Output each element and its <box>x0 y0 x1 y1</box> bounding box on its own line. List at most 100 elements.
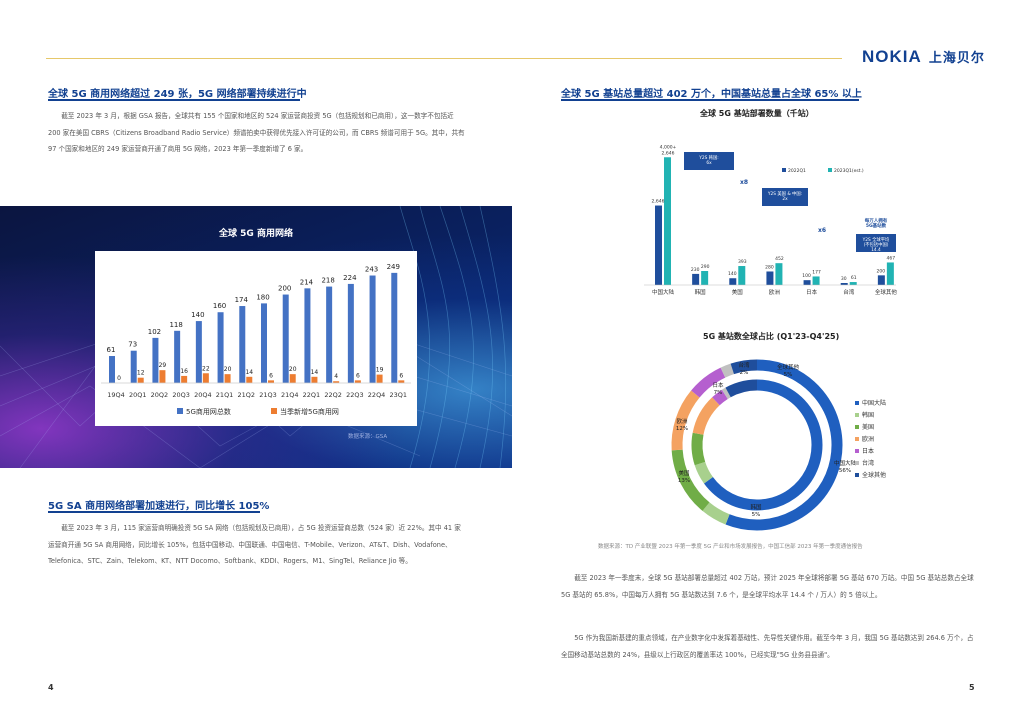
data-label-total: 243 <box>365 266 378 274</box>
section-title-underline <box>561 99 859 101</box>
data-label-new: 4 <box>334 373 338 380</box>
legend-swatch <box>855 401 859 405</box>
donut-slice-inner <box>694 461 714 484</box>
commercial-networks-bar-chart: 61 0 19Q4 73 12 20Q1 102 29 20Q2 118 16 20Q3 140 22 20… <box>101 263 411 416</box>
donut-slice-outer <box>691 367 726 398</box>
bar-2022q1 <box>692 273 700 285</box>
donut-slice-inner <box>725 379 758 398</box>
paragraph-base-stations: 截至 2023 年一季度末，全球 5G 基站部署总量超过 402 万站，预计 2… <box>561 570 979 603</box>
callout-label: Y2S 韩国: <box>698 154 719 161</box>
paragraph-text: 截至 2023 年 3 月，根据 GSA 报告，全球共有 155 个国家和地区的… <box>48 112 465 153</box>
data-label-2022q1: 30 <box>841 276 847 282</box>
bar-2022q1 <box>729 278 737 285</box>
slice-value: 7% <box>714 390 723 396</box>
section-title-underline <box>48 99 300 101</box>
bar-total-networks <box>174 330 181 383</box>
data-label-2023q1: 290 <box>701 264 710 270</box>
bar-total-networks <box>282 294 289 383</box>
bar-total-networks <box>217 312 224 383</box>
bar-2022q1 <box>877 275 885 285</box>
data-label-total: 214 <box>300 278 314 286</box>
header-divider <box>46 58 842 59</box>
legend-label-new: 当季新增5G商用网 <box>280 407 339 416</box>
paragraph-text: 截至 2023 年一季度末，全球 5G 基站部署总量超过 402 万站，预计 2… <box>561 574 974 599</box>
data-label-2022q1: 230 <box>691 267 700 273</box>
donut-slice-outer <box>671 390 700 451</box>
data-label-new: 6 <box>269 372 273 379</box>
bar-new-networks <box>159 370 166 383</box>
bar-new-networks <box>333 381 340 383</box>
data-label-total: 102 <box>148 328 161 336</box>
paragraph-new-infrastructure: 5G 作为我国新基建的重点领域，在产业数字化中发挥着基础性、先导性关键作用。截至… <box>561 630 979 663</box>
x-tick-label: 22Q2 <box>324 391 342 399</box>
bar-2023q1 <box>812 276 820 285</box>
slice-value: 5% <box>752 512 761 518</box>
slice-value: 2% <box>740 370 749 376</box>
paragraph-text: 5G 作为我国新基建的重点领域，在产业数字化中发挥着基础性、先导性关键作用。截至… <box>561 634 974 659</box>
data-label-2023q1: 177 <box>812 269 821 275</box>
data-label-2023q1: 2,646 <box>662 150 675 156</box>
data-label-total: 200 <box>278 285 291 293</box>
bar-2023q1 <box>701 271 709 285</box>
bar-2022q1 <box>655 205 662 285</box>
bar-new-networks <box>137 377 144 383</box>
callout-label: 每万人拥有 <box>865 217 888 224</box>
x-tick-label: 20Q3 <box>172 391 190 399</box>
chart-title: 5G 基站数全球占比 (Q1'23-Q4'25) <box>703 332 840 341</box>
legend-label-total: 5G商用网总数 <box>186 407 231 416</box>
data-label-2023q1: 4,000+ <box>660 144 677 150</box>
bar-2022q1 <box>840 283 848 285</box>
legend-swatch-new <box>271 408 277 414</box>
paragraph-commercial-networks: 截至 2023 年 3 月，根据 GSA 报告，全球共有 155 个国家和地区的… <box>48 108 466 158</box>
bar-total-networks <box>109 356 115 383</box>
base-station-share-donut-chart: 中国大陆56%韩国5%美国13%欧洲12%日本7%台湾2%全球其他5%中国大陆韩… <box>671 359 886 531</box>
section-title-base-stations: 全球 5G 基站总量超过 402 万个，中国基站总量占全球 65% 以上 <box>561 89 862 100</box>
data-label-new: 16 <box>180 368 188 375</box>
donut-slice-outer <box>725 359 843 531</box>
x-tick-label: 中国大陆 <box>652 288 675 296</box>
x-tick-label: 20Q1 <box>129 391 147 399</box>
x-tick-label: 20Q2 <box>151 391 169 399</box>
x-tick-label: 台湾 <box>843 288 855 296</box>
donut-slice-inner <box>721 387 731 400</box>
slice-label: 台湾 <box>738 361 750 369</box>
legend-swatch-2023q1 <box>828 168 832 172</box>
x-tick-label: 22Q1 <box>303 391 321 399</box>
x-tick-label: 全球其他 <box>875 288 898 296</box>
bar-total-networks <box>130 350 137 383</box>
bar-new-networks <box>268 380 274 383</box>
slice-value: 56% <box>839 468 851 474</box>
data-label-total: 174 <box>235 296 249 304</box>
bar-2023q1 <box>886 262 894 285</box>
data-label-total: 61 <box>107 346 116 354</box>
legend-swatch <box>855 449 859 453</box>
paragraph-text: 截至 2023 年 3 月，115 家运营商明确投资 5G SA 网络（包括规划… <box>48 524 461 565</box>
data-label-total: 118 <box>169 321 182 329</box>
bar-total-networks <box>261 303 267 383</box>
x-tick-label: 美国 <box>732 288 744 296</box>
base-station-share-chart-area: 中国大陆 56% 韩国 5% 美国 13% 欧洲 12% 日本 7% 台湾 2% 全球其他 5% 中国大陆韩… <box>640 345 940 535</box>
legend-label: 韩国 <box>862 411 874 419</box>
x-tick-label: 23Q1 <box>390 391 408 399</box>
callout-label: (不包括中国) <box>864 241 889 248</box>
multiplier-label: x6 <box>818 227 826 234</box>
donut-slice-outer <box>671 449 710 511</box>
multiplier-label: x8 <box>740 179 748 186</box>
legend-swatch <box>855 437 859 441</box>
bar-2023q1 <box>664 157 671 285</box>
section-title-sa-networks: 5G SA 商用网络部署加速进行，同比增长 105% <box>48 501 270 512</box>
bar-total-networks <box>152 337 159 383</box>
callout-value: 2x <box>782 196 788 202</box>
bar-new-networks <box>289 374 296 383</box>
legend-swatch <box>855 473 859 477</box>
bar-new-networks <box>376 374 383 383</box>
x-tick-label: 21Q1 <box>216 391 234 399</box>
page-number-left: 4 <box>48 683 54 692</box>
callout-box <box>762 188 808 206</box>
x-tick-label: 21Q2 <box>238 391 256 399</box>
data-label-2023q1: 452 <box>775 256 784 262</box>
bar-2022q1 <box>766 271 774 285</box>
bar-2023q1 <box>738 266 746 285</box>
donut-slice-inner <box>712 389 728 406</box>
donut-slice-outer <box>730 359 758 375</box>
